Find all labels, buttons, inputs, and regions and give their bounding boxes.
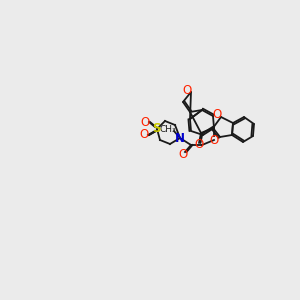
Text: O: O: [194, 139, 204, 152]
Text: O: O: [212, 109, 222, 122]
Text: CH₃: CH₃: [160, 125, 176, 134]
Text: O: O: [140, 116, 150, 128]
Text: O: O: [140, 128, 148, 142]
Text: O: O: [182, 83, 192, 97]
Text: S: S: [152, 122, 160, 136]
Text: O: O: [178, 148, 188, 160]
Text: O: O: [209, 134, 219, 146]
Text: N: N: [175, 131, 185, 145]
